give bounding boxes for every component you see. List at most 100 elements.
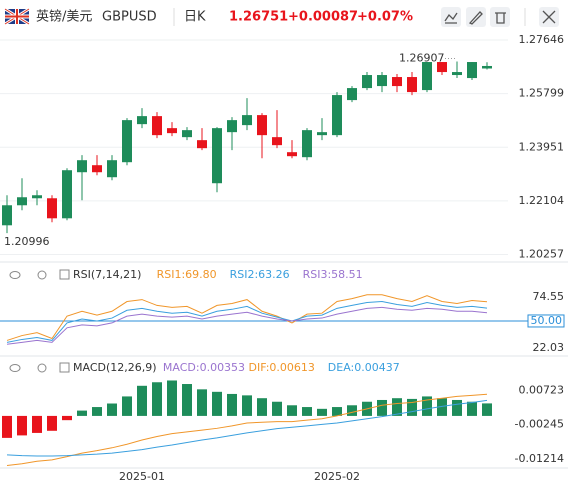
candle-body (212, 128, 222, 184)
candle-body (257, 115, 267, 136)
candle-body (47, 198, 57, 219)
macd-bar (107, 403, 117, 416)
checkbox[interactable] (59, 269, 70, 280)
candle-body (362, 75, 372, 89)
low-label: 1.20996 (4, 235, 50, 248)
macd-bar (92, 407, 102, 416)
candle-body (467, 62, 477, 79)
macd-bar (47, 415, 57, 431)
candle-body (422, 62, 432, 91)
legend-label: RSI1:69.80 (157, 268, 217, 281)
candle-body (302, 130, 312, 158)
candle-body (182, 130, 192, 138)
settings-icon[interactable] (37, 363, 47, 373)
eye-icon[interactable] (9, 364, 21, 372)
toolbar (441, 7, 559, 27)
settings-icon[interactable] (37, 270, 47, 280)
period[interactable]: 日K (184, 10, 206, 25)
macd-bar (407, 398, 417, 416)
macd-bar (392, 398, 402, 416)
candle-body (167, 128, 177, 134)
macd-bar (122, 396, 132, 416)
flag-icon (4, 7, 30, 26)
y-tick-label: 1.23951 (519, 140, 565, 153)
candle-body (2, 205, 12, 226)
macd-bar (137, 385, 147, 416)
macd-bar (212, 391, 222, 416)
macd-bar (467, 401, 477, 416)
delete-button[interactable] (490, 7, 510, 27)
y-tick-label: 0.00723 (519, 383, 565, 396)
macd-bar (377, 399, 387, 416)
reference-label-box (527, 314, 565, 328)
macd-bar (182, 384, 192, 416)
rsi-line (6, 294, 488, 341)
x-tick-label: 2025-01 (119, 470, 165, 483)
rsi-line (6, 306, 488, 345)
macd-bar (452, 399, 462, 416)
candle-body (137, 116, 147, 125)
macd-bar (242, 395, 252, 416)
macd-bar (347, 405, 357, 416)
legend-label: RSI3:58.51 (303, 268, 363, 281)
candle-body (332, 95, 342, 136)
indicator-title: MACD(12,26,9) (73, 361, 157, 374)
symbol: GBPUSD (102, 10, 157, 25)
change: +0.00087 (288, 10, 358, 25)
macd-bar (317, 408, 327, 416)
candle-body (317, 132, 327, 136)
candle-body (152, 116, 162, 136)
x-tick-label: 2025-02 (314, 470, 360, 483)
candle-body (482, 65, 492, 69)
macd-bar (437, 398, 447, 416)
candle-body (62, 170, 72, 219)
y-tick-label: -0.01214 (515, 452, 564, 465)
candle-body (227, 120, 237, 133)
macd-bar (272, 401, 282, 416)
candle-body (452, 72, 462, 76)
candle-body (407, 77, 417, 93)
eye-icon[interactable] (9, 271, 21, 279)
candle-body (17, 197, 27, 206)
y-tick-label: 1.22104 (519, 194, 565, 207)
macd-bar (422, 396, 432, 416)
macd-bar (197, 389, 207, 416)
y-tick-label: -0.00245 (515, 418, 564, 431)
candle-body (272, 137, 282, 146)
legend-label: RSI2:63.26 (230, 268, 290, 281)
reference-label: 50.00 (531, 314, 563, 327)
panel-icons (9, 269, 70, 373)
y-tick-label: 1.27646 (519, 33, 565, 46)
rsi-line (6, 301, 488, 343)
macd-bar (482, 403, 492, 416)
candle-body (92, 165, 102, 173)
pair-name: 英镑/美元 (36, 9, 92, 25)
macd-bar (287, 405, 297, 416)
macd-bar (152, 382, 162, 416)
high-label: 1.26907 (399, 51, 445, 64)
macd-line (6, 393, 488, 467)
candle-body (32, 195, 42, 199)
y-tick-label: 1.25799 (519, 87, 565, 100)
macd-bar (17, 415, 27, 436)
candle-body (107, 160, 117, 178)
macd-bar (302, 407, 312, 416)
change-pct: +0.07% (357, 10, 413, 25)
price: 1.26751 (229, 10, 288, 25)
macd-bar (257, 398, 267, 416)
y-tick-label: 74.55 (533, 290, 565, 303)
candle-body (77, 160, 87, 173)
candle-body (347, 88, 357, 101)
indicator-title: RSI(7,14,21) (73, 268, 141, 281)
candle-body (287, 152, 297, 157)
legend-label: MACD:0.00353 (163, 361, 245, 374)
checkbox[interactable] (59, 362, 70, 373)
macd-bar (62, 415, 72, 421)
macd-bar (227, 393, 237, 416)
macd-bar (167, 380, 177, 416)
candle-body (242, 115, 252, 126)
y-tick-label: 1.20257 (519, 248, 565, 261)
y-tick-label: 22.03 (533, 341, 565, 354)
